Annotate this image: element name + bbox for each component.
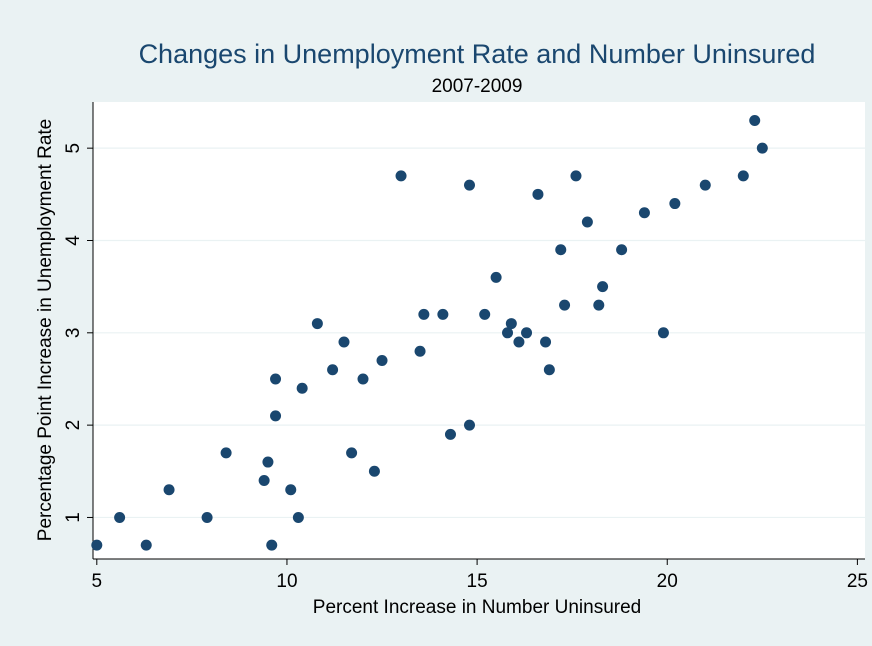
scatter-point bbox=[463, 419, 475, 431]
scatter-point bbox=[616, 244, 628, 256]
scatter-point bbox=[220, 447, 232, 459]
scatter-point bbox=[262, 456, 274, 468]
scatter-point bbox=[414, 345, 426, 357]
x-tick-label: 10 bbox=[276, 571, 297, 592]
x-tick-label: 15 bbox=[467, 571, 488, 592]
scatter-point bbox=[338, 336, 350, 348]
scatter-point bbox=[201, 511, 213, 523]
chart-subtitle: 2007-2009 bbox=[432, 76, 523, 97]
scatter-point bbox=[114, 511, 126, 523]
scatter-point bbox=[597, 281, 609, 293]
scatter-point bbox=[437, 308, 449, 320]
scatter-point bbox=[657, 327, 669, 339]
scatter-point bbox=[555, 244, 567, 256]
x-tick-label: 5 bbox=[92, 571, 103, 592]
scatter-point bbox=[91, 539, 103, 551]
scatter-point bbox=[327, 364, 339, 376]
scatter-point bbox=[140, 539, 152, 551]
axis-ticks: 1 2 3 4 5 5 10 15 20 25 bbox=[63, 143, 868, 592]
scatter-point bbox=[285, 484, 297, 496]
scatter-point bbox=[444, 428, 456, 440]
scatter-point bbox=[737, 170, 749, 182]
scatter-point bbox=[395, 170, 407, 182]
x-tick-label: 25 bbox=[847, 571, 868, 592]
scatter-point bbox=[543, 364, 555, 376]
scatter-point bbox=[513, 336, 525, 348]
y-tick-label: 4 bbox=[63, 235, 84, 246]
scatter-point bbox=[532, 188, 544, 200]
scatter-point bbox=[540, 336, 552, 348]
scatter-point bbox=[311, 318, 323, 330]
scatter-point bbox=[258, 475, 270, 487]
y-tick-label: 3 bbox=[63, 328, 84, 339]
scatter-point bbox=[270, 373, 282, 385]
scatter-point bbox=[669, 198, 681, 210]
scatter-point bbox=[638, 207, 650, 219]
scatter-point bbox=[593, 299, 605, 311]
scatter-point bbox=[163, 484, 175, 496]
scatter-point bbox=[699, 179, 711, 191]
y-tick-label: 2 bbox=[63, 420, 84, 431]
scatter-point bbox=[581, 216, 593, 228]
y-tick-label: 1 bbox=[63, 512, 84, 523]
y-tick-label: 5 bbox=[63, 143, 84, 154]
data-points bbox=[91, 114, 768, 551]
scatter-point bbox=[521, 327, 533, 339]
scatter-point bbox=[292, 511, 304, 523]
plot-area bbox=[93, 102, 865, 559]
scatter-point bbox=[368, 465, 380, 477]
x-axis-label: Percent Increase in Number Uninsured bbox=[313, 597, 641, 618]
scatter-point bbox=[270, 410, 282, 422]
scatter-point bbox=[357, 373, 369, 385]
y-axis-label: Percentage Point Increase in Unemploymen… bbox=[35, 119, 56, 541]
gridlines bbox=[93, 147, 865, 519]
scatter-point bbox=[346, 447, 358, 459]
x-tick-label: 20 bbox=[657, 571, 678, 592]
scatter-point bbox=[376, 355, 388, 367]
scatter-point bbox=[418, 308, 430, 320]
scatter-point bbox=[559, 299, 571, 311]
scatter-point bbox=[479, 308, 491, 320]
scatter-point bbox=[749, 114, 761, 126]
chart-title: Changes in Unemployment Rate and Number … bbox=[139, 39, 816, 69]
scatter-point bbox=[502, 327, 514, 339]
scatter-point bbox=[490, 271, 502, 283]
scatter-point bbox=[756, 142, 768, 154]
scatter-point bbox=[570, 170, 582, 182]
scatter-point bbox=[463, 179, 475, 191]
scatter-point bbox=[296, 382, 308, 394]
scatter-point bbox=[505, 318, 517, 330]
scatter-point bbox=[266, 539, 278, 551]
